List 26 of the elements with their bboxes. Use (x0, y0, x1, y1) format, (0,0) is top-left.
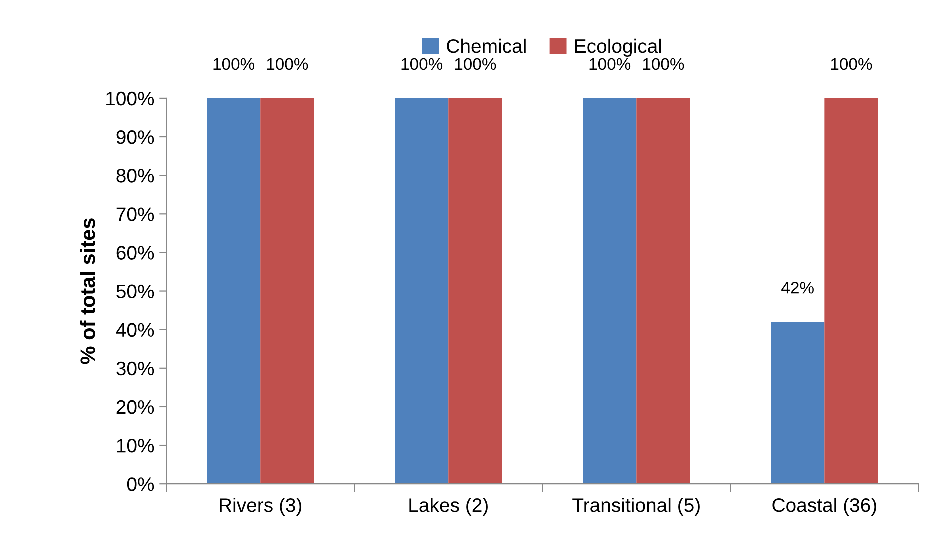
x-tick-label: Rivers (3) (220, 498, 302, 516)
legend-label: Chemical (447, 38, 526, 54)
y-axis-title: % of total sites (80, 218, 96, 364)
y-tick-label: 10% (117, 439, 154, 453)
y-tick-label: 20% (116, 400, 154, 414)
data-label: 100% (831, 58, 872, 70)
y-tick-label: 90% (116, 130, 154, 144)
data-label: 100% (455, 58, 496, 70)
y-tick-label: 60% (116, 246, 154, 260)
data-label: 100% (590, 58, 631, 70)
y-tick-label: 40% (116, 323, 154, 338)
legend-label: Ecological (575, 38, 662, 58)
x-tick-label: Coastal (36) (772, 498, 876, 516)
y-tick-label: 0% (127, 478, 154, 492)
y-tick-label: 50% (116, 284, 154, 299)
data-label: 100% (643, 58, 684, 70)
x-tick-label: Lakes (2) (410, 498, 488, 516)
data-label: 100% (267, 58, 308, 70)
y-tick-label: 70% (116, 208, 154, 222)
data-label: 100% (214, 58, 255, 70)
data-label: 100% (402, 58, 443, 70)
data-label: 42% (782, 282, 814, 294)
y-tick-label: 100% (106, 92, 154, 106)
y-tick-label: 30% (116, 362, 154, 376)
y-tick-label: 80% (116, 169, 154, 183)
x-tick-label: Transitional (5) (572, 498, 700, 516)
